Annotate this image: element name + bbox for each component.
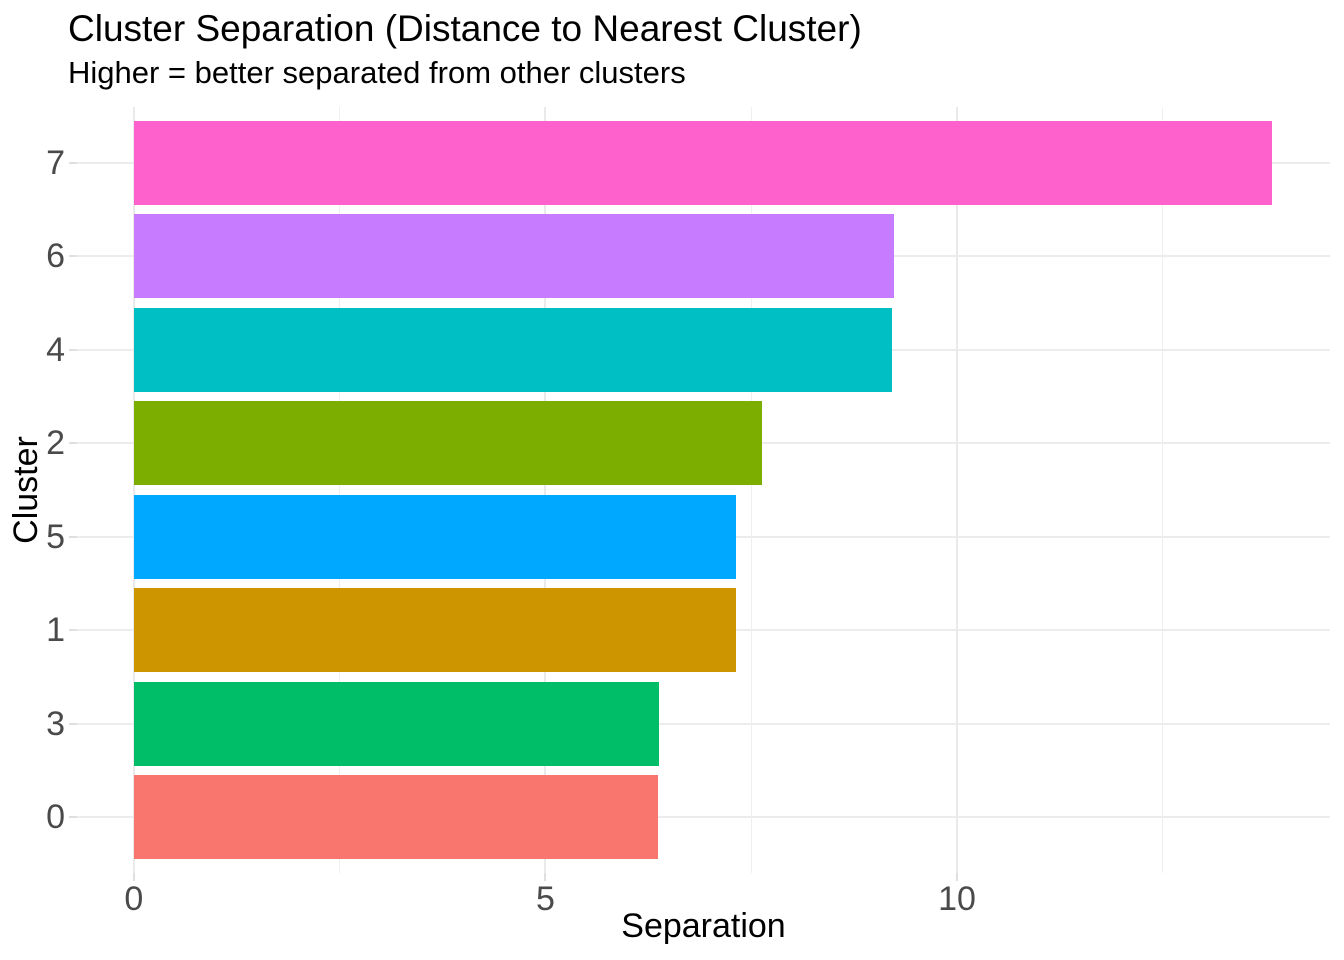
vgridline-major-5	[544, 107, 547, 873]
y-tick-label-1: 1	[46, 611, 65, 650]
bar-cluster-7	[133, 121, 1273, 206]
y-tick-label-2: 2	[46, 424, 65, 463]
bar-cluster-2	[133, 401, 762, 486]
y-tick-label-6: 6	[46, 237, 65, 276]
bar-cluster-1	[133, 588, 736, 673]
y-tick-label-4: 4	[46, 330, 65, 369]
y-tick-4	[69, 348, 77, 351]
y-tick-label-3: 3	[46, 704, 65, 743]
bar-cluster-6	[133, 214, 895, 299]
vgridline-major-0	[132, 107, 135, 873]
x-axis-title: Separation	[621, 907, 786, 945]
hgridline-0	[77, 815, 1330, 818]
plot-panel	[77, 107, 1330, 873]
vgridline-major-10	[956, 107, 959, 873]
chart-subtitle: Higher = better separated from other clu…	[68, 55, 686, 90]
vgridline-minor-12.5	[1162, 107, 1164, 873]
y-tick-0	[69, 815, 77, 818]
chart-title: Cluster Separation (Distance to Nearest …	[68, 8, 862, 49]
y-tick-2	[69, 442, 77, 445]
vgridline-minor-2.5	[339, 107, 341, 873]
y-axis-title: Cluster	[7, 436, 45, 544]
x-tick-0	[132, 873, 135, 881]
y-tick-5	[69, 535, 77, 538]
bar-cluster-5	[133, 494, 737, 579]
y-tick-7	[69, 162, 77, 165]
x-tick-label-10: 10	[938, 880, 976, 918]
y-tick-label-5: 5	[46, 517, 65, 556]
bar-cluster-0	[133, 774, 659, 859]
x-tick-10	[956, 873, 959, 881]
hgridline-3	[77, 722, 1330, 725]
x-tick-label-5: 5	[535, 880, 555, 918]
y-tick-1	[69, 629, 77, 632]
x-tick-label-0: 0	[124, 880, 144, 918]
y-tick-label-7: 7	[46, 144, 65, 183]
bar-cluster-4	[133, 307, 893, 392]
bar-cluster-3	[133, 681, 660, 766]
x-tick-5	[544, 873, 547, 881]
y-tick-3	[69, 722, 77, 725]
y-tick-label-0: 0	[46, 797, 65, 836]
y-tick-6	[69, 255, 77, 258]
vgridline-minor-7.5	[750, 107, 752, 873]
